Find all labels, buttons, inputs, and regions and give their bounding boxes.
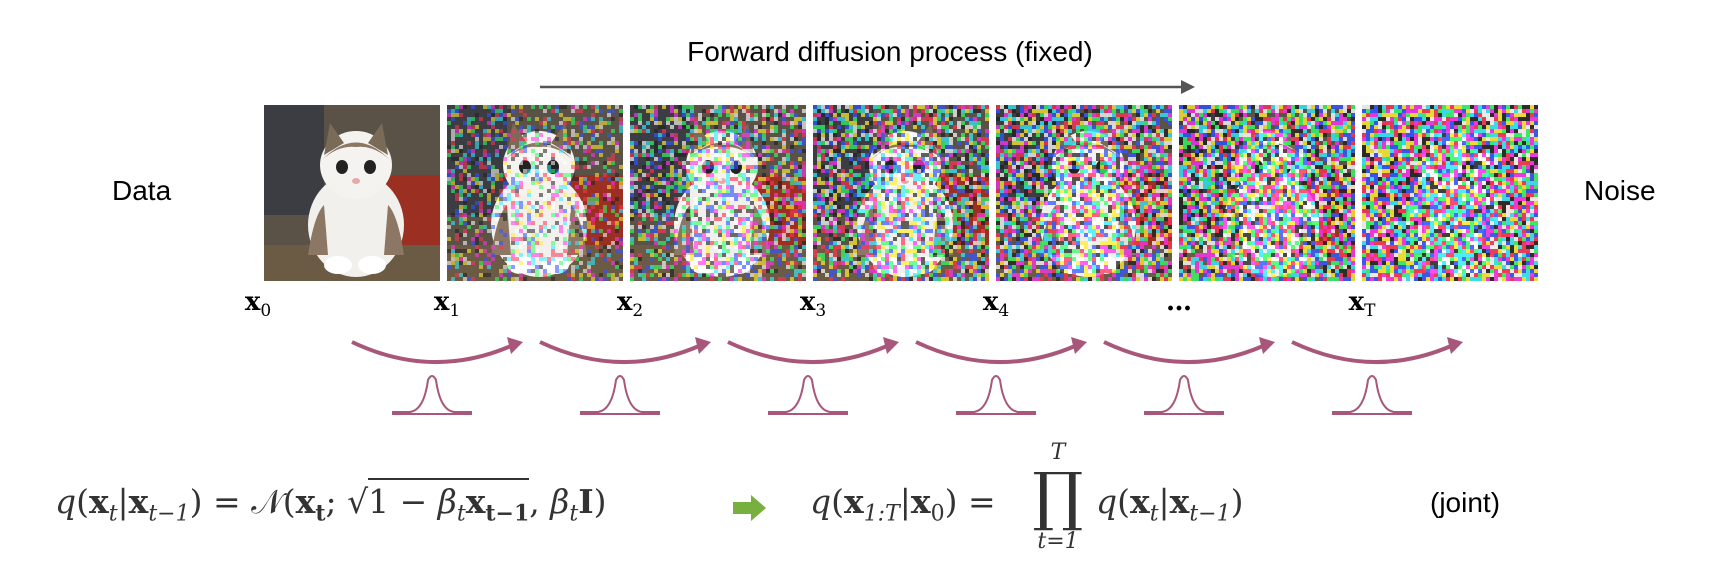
step-label-6: xT xyxy=(1348,287,1376,322)
transition-arrowhead-0 xyxy=(507,337,523,354)
joint-equation: q(x1:T|x0) = xyxy=(810,482,996,527)
transition-arrow-1 xyxy=(539,340,700,364)
implies-arrow-icon xyxy=(733,495,766,521)
single-step-equation: q(xt|xt−1) = 𝒩(xt; √1 − βtxt−1, βtI) xyxy=(55,478,607,527)
step-image-6 xyxy=(1362,105,1538,281)
joint-label: (joint) xyxy=(1430,487,1501,518)
joint-rhs: q(xt|xt−1) xyxy=(1096,482,1244,527)
transition-arrows xyxy=(351,337,1463,415)
product-upper-bound: T xyxy=(1050,440,1066,465)
transition-arrowhead-5 xyxy=(1447,337,1463,354)
step-image-3 xyxy=(813,105,989,281)
step-label-0: x0 xyxy=(244,287,272,322)
transition-arrow-5 xyxy=(1291,340,1452,364)
step-image-0 xyxy=(264,105,440,281)
step-image-2 xyxy=(630,105,806,281)
diagram-title: Forward diffusion process (fixed) xyxy=(687,36,1093,67)
transition-arrow-0 xyxy=(351,340,512,364)
product-lower-bound: t=1 xyxy=(1037,529,1079,554)
step-label-5: … xyxy=(1166,287,1192,317)
step-image-1 xyxy=(447,105,623,281)
transition-arrowhead-1 xyxy=(695,337,711,354)
transition-arrow-2 xyxy=(727,340,888,364)
gaussian-icon-4 xyxy=(1144,375,1224,413)
step-label-2: x2 xyxy=(616,287,644,322)
transition-arrowhead-2 xyxy=(883,337,899,354)
step-label-4: x4 xyxy=(982,287,1010,322)
step-label-3: x3 xyxy=(799,287,827,322)
transition-arrow-4 xyxy=(1103,340,1264,364)
transition-arrowhead-4 xyxy=(1259,337,1275,354)
gaussian-icon-1 xyxy=(580,375,660,413)
gaussian-icon-3 xyxy=(956,375,1036,413)
data-label: Data xyxy=(112,175,172,206)
gaussian-icon-0 xyxy=(392,375,472,413)
product-operator: T ∏ t=1 xyxy=(1028,440,1088,554)
product-symbol: ∏ xyxy=(1032,460,1084,534)
noise-label: Noise xyxy=(1584,175,1656,206)
step-label-1: x1 xyxy=(433,287,461,322)
step-image-5 xyxy=(1179,105,1355,281)
gaussian-icon-2 xyxy=(768,375,848,413)
step-image-4 xyxy=(996,105,1172,281)
transition-arrow-3 xyxy=(915,340,1076,364)
gaussian-icon-5 xyxy=(1332,375,1412,413)
transition-arrowhead-3 xyxy=(1071,337,1087,354)
forward-arrow xyxy=(540,80,1195,94)
